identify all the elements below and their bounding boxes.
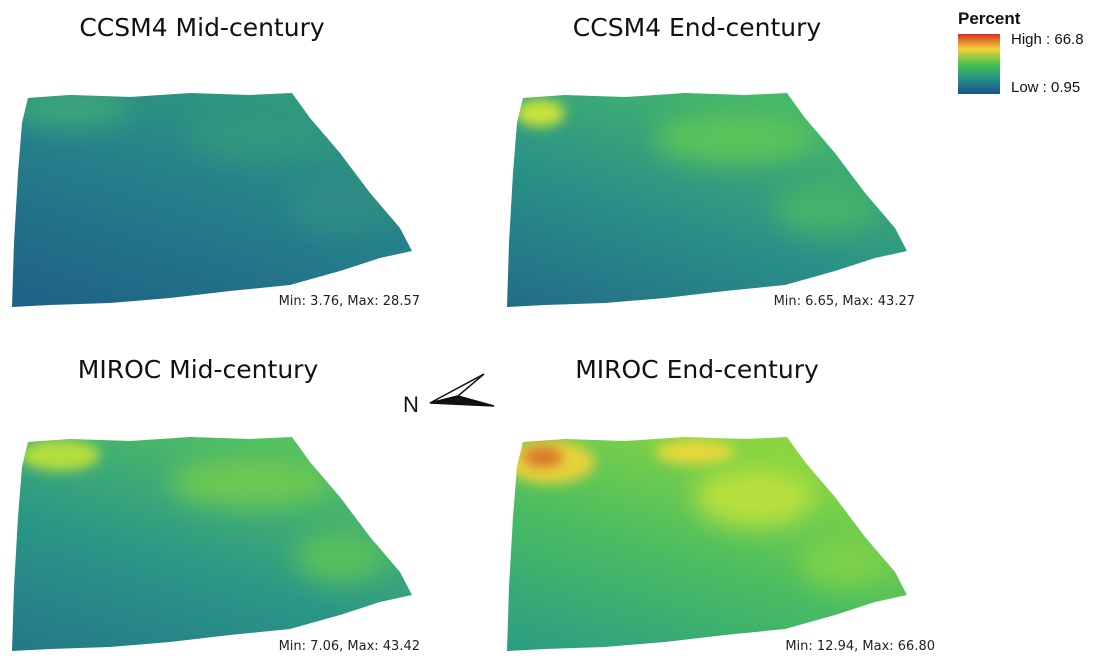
legend-high: High : 66.8 [1011, 31, 1084, 48]
panel-title: MIROC End-century [575, 355, 819, 384]
panel-stats: Min: 7.06, Max: 43.42 [279, 639, 420, 654]
north-arrow [430, 374, 494, 406]
panel-stats: Min: 12.94, Max: 66.80 [785, 639, 935, 654]
terrain-map [10, 437, 420, 657]
terrain-map [505, 437, 915, 657]
terrain-map [505, 93, 915, 313]
figure: CCSM4 Mid-century Min: 3.76, Max: 28.57 … [0, 0, 1111, 658]
legend-ramp [958, 34, 1000, 94]
legend-title: Percent [958, 9, 1021, 28]
panel-stats: Min: 6.65, Max: 43.27 [774, 294, 915, 309]
legend: Percent High : 66.8 Low : 0.95 [958, 9, 1084, 96]
terrain-map [10, 88, 420, 313]
panel-title: CCSM4 Mid-century [79, 13, 325, 42]
page: CCSM4 Mid-century Min: 3.76, Max: 28.57 … [0, 0, 1111, 658]
panel-title: CCSM4 End-century [573, 13, 822, 42]
north-label: N [403, 392, 419, 417]
panel-title: MIROC Mid-century [78, 355, 319, 384]
panel-stats: Min: 3.76, Max: 28.57 [279, 294, 420, 309]
legend-low: Low : 0.95 [1011, 79, 1080, 96]
